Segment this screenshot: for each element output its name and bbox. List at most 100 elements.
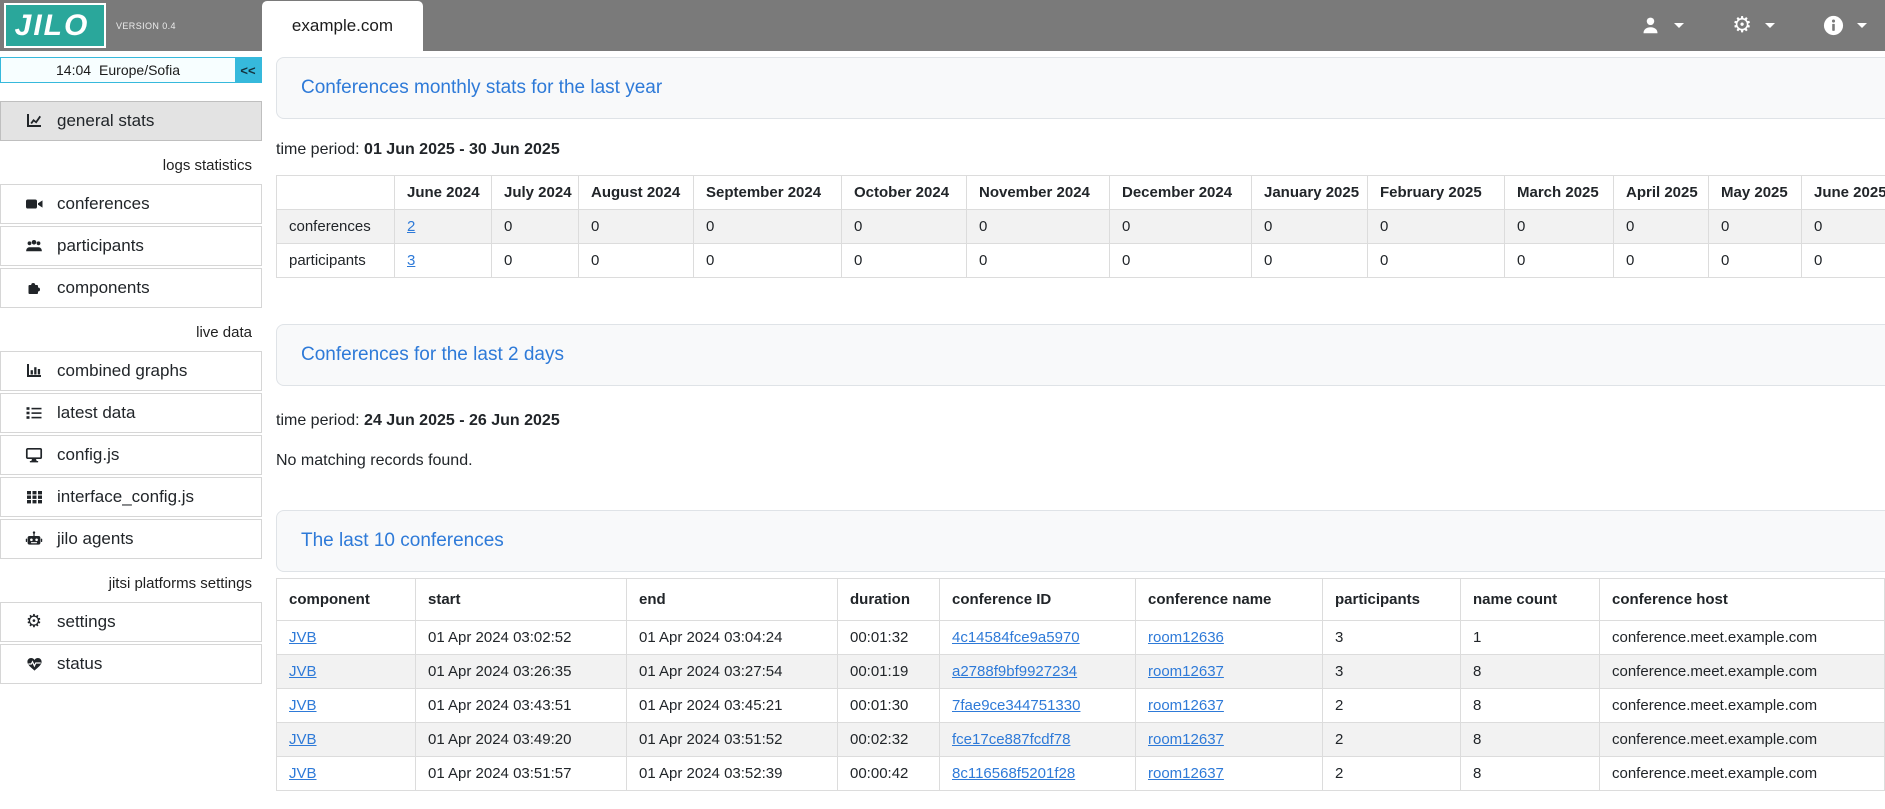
participants-cell: 3: [1322, 654, 1461, 689]
stat-value: 0: [979, 218, 988, 235]
stat-value: 0: [1721, 218, 1730, 235]
stat-cell: 0: [841, 209, 967, 244]
column-header-cell: conference name: [1135, 578, 1323, 621]
conference-name-link[interactable]: room12637: [1148, 663, 1224, 680]
month-header-cell: December 2024: [1109, 175, 1252, 210]
section-last-10-conferences-header: The last 10 conferences: [276, 510, 1885, 572]
sidebar-item-jilo-agents[interactable]: jilo agents: [0, 519, 262, 559]
chart-line-icon: [23, 112, 45, 130]
sidebar-item-config-js[interactable]: config.js: [0, 435, 262, 475]
sidebar-item-latest-data[interactable]: latest data: [0, 393, 262, 433]
user-menu[interactable]: [1640, 15, 1685, 36]
settings-menu[interactable]: ⚙: [1732, 14, 1775, 37]
platform-tab[interactable]: example.com: [261, 1, 424, 51]
sidebar-item-general-stats[interactable]: general stats: [0, 101, 262, 141]
conferences-count-link[interactable]: 2: [407, 218, 416, 235]
stat-value: 0: [504, 218, 513, 235]
user-icon: [1643, 17, 1658, 34]
conference-id-cell: 7fae9ce344751330: [939, 688, 1136, 723]
conference-id-link[interactable]: 7fae9ce344751330: [952, 697, 1081, 714]
sidebar-item-status[interactable]: status: [0, 644, 262, 684]
sidebar-section-live-data: live data: [196, 324, 252, 341]
topbar: JILO VERSION 0.4 example.com ⚙: [0, 0, 1885, 51]
sidebar-item-settings[interactable]: ⚙ settings: [0, 602, 262, 642]
duration-cell: 00:00:42: [837, 756, 940, 791]
last-2-days-heading-link[interactable]: Conferences for the last 2 days: [301, 344, 564, 365]
conference-id-link[interactable]: 8c116568f5201f28: [952, 765, 1076, 782]
sidebar-item-combined-graphs[interactable]: combined graphs: [0, 351, 262, 391]
section-last-2-days-header: Conferences for the last 2 days: [276, 324, 1885, 386]
stat-cell: 0: [491, 243, 579, 278]
component-link[interactable]: JVB: [289, 697, 317, 714]
main-content: Conferences monthly stats for the last y…: [276, 51, 1885, 795]
conference-row: JVB 01 Apr 2024 03:43:51 01 Apr 2024 03:…: [276, 688, 1885, 723]
conference-id-link[interactable]: fce17ce887fcdf78: [952, 731, 1071, 748]
conference-id-cell: 4c14584fce9a5970: [939, 620, 1136, 655]
component-cell: JVB: [276, 722, 416, 757]
app-logo: JILO: [4, 3, 106, 48]
stat-value: 0: [1264, 252, 1273, 269]
last-conferences-table: component start end duration conference ID co…: [276, 578, 1885, 791]
conference-name-link[interactable]: room12637: [1148, 731, 1224, 748]
conference-row: JVB 01 Apr 2024 03:51:57 01 Apr 2024 03:…: [276, 756, 1885, 791]
conference-name-cell: room12636: [1135, 620, 1323, 655]
participants-stats-row: participants 3 0 0 0 0 0 0 0 0 0 0 0 0: [276, 243, 1885, 278]
monthly-stats-heading-link[interactable]: Conferences monthly stats for the last y…: [301, 77, 663, 98]
clock-bar: 14:04 Europe/Sofia <<: [0, 57, 262, 83]
conference-name-link[interactable]: room12637: [1148, 697, 1224, 714]
conference-id-link[interactable]: a2788f9bf9927234: [952, 663, 1078, 680]
stat-value: 0: [1517, 252, 1526, 269]
component-link[interactable]: JVB: [289, 663, 317, 680]
conference-name-link[interactable]: room12636: [1148, 629, 1224, 646]
column-header-cell: duration: [837, 578, 940, 621]
stat-value: 0: [1517, 218, 1526, 235]
monthly-stats-table: June 2024 July 2024 August 2024 September 2…: [276, 175, 1885, 278]
sidebar-collapse-button[interactable]: <<: [235, 58, 261, 82]
desktop-icon: [23, 446, 45, 464]
platform-tab-label: example.com: [291, 16, 394, 35]
participants-count-link[interactable]: 3: [407, 252, 416, 269]
stat-cell: 0: [966, 209, 1110, 244]
conference-host-cell: conference.meet.example.com: [1599, 654, 1885, 689]
end-cell: 01 Apr 2024 03:27:54: [626, 654, 838, 689]
sidebar-item-conferences[interactable]: conferences: [0, 184, 262, 224]
end-cell: 01 Apr 2024 03:04:24: [626, 620, 838, 655]
no-records-message: No matching records found.: [276, 452, 473, 469]
sidebar-item-interface-config-js[interactable]: interface_config.js: [0, 477, 262, 517]
conference-name-link[interactable]: room12637: [1148, 765, 1224, 782]
month-header-cell: September 2024: [693, 175, 842, 210]
stat-cell: 3: [394, 243, 492, 278]
month-header-cell: May 2025: [1708, 175, 1802, 210]
bar-chart-icon: [23, 362, 45, 380]
component-link[interactable]: JVB: [289, 765, 317, 782]
stat-cell: 0: [841, 243, 967, 278]
sidebar-item-participants[interactable]: participants: [0, 226, 262, 266]
stat-cell: 0: [1613, 243, 1709, 278]
component-link[interactable]: JVB: [289, 731, 317, 748]
time-period-value: 24 Jun 2025 - 26 Jun 2025: [364, 412, 560, 429]
participants-cell: 2: [1322, 756, 1461, 791]
sidebar-item-label: config.js: [57, 445, 120, 464]
sidebar-item-components[interactable]: components: [0, 268, 262, 308]
sidebar-item-label: interface_config.js: [57, 487, 195, 506]
conference-row: JVB 01 Apr 2024 03:49:20 01 Apr 2024 03:…: [276, 722, 1885, 757]
stat-value: 0: [979, 252, 988, 269]
duration-cell: 00:02:32: [837, 722, 940, 757]
participants-cell: 3: [1322, 620, 1461, 655]
stat-value: 0: [504, 252, 513, 269]
conference-name-cell: room12637: [1135, 722, 1323, 757]
info-menu[interactable]: [1823, 15, 1867, 36]
component-link[interactable]: JVB: [289, 629, 317, 646]
stat-cell: 0: [491, 209, 579, 244]
stat-cell: 0: [578, 243, 694, 278]
conference-id-link[interactable]: 4c14584fce9a5970: [952, 629, 1080, 646]
stat-cell: 0: [1708, 243, 1802, 278]
stat-cell: 0: [1504, 243, 1614, 278]
corner-header-cell: [276, 175, 395, 210]
start-cell: 01 Apr 2024 03:02:52: [415, 620, 627, 655]
conference-host-cell: conference.meet.example.com: [1599, 756, 1885, 791]
last-10-conferences-heading-link[interactable]: The last 10 conferences: [301, 530, 504, 551]
conference-host-cell: conference.meet.example.com: [1599, 688, 1885, 723]
grid-icon: [23, 488, 45, 506]
participants-cell: 2: [1322, 688, 1461, 723]
